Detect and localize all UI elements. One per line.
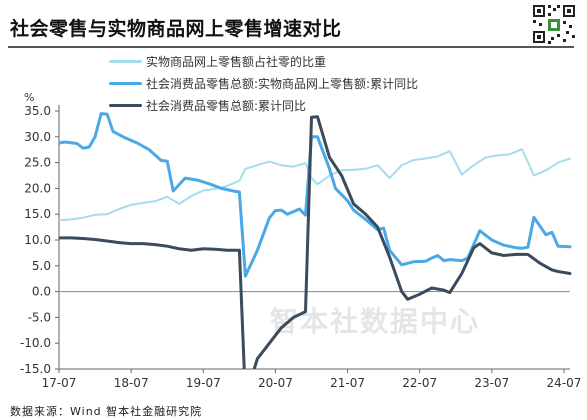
x-tick-label: 19-07: [186, 376, 221, 390]
title-divider: [8, 46, 574, 48]
legend-swatch-retail: [109, 103, 142, 107]
qr-code-icon: [531, 3, 577, 45]
legend-item-retail: 社会消费品零售总额:累计同比: [109, 94, 418, 116]
legend-label-retail: 社会消费品零售总额:累计同比: [146, 98, 307, 113]
legend-label-share: 实物商品网上零售额占社零的比重: [146, 54, 327, 69]
y-tick-label: 20.0: [24, 181, 51, 195]
y-tick-label: 5.0: [32, 259, 51, 273]
x-tick-label: 22-07: [402, 376, 437, 390]
x-tick-label: 24-07: [547, 376, 582, 390]
y-tick-label: 35.0: [24, 104, 51, 118]
y-tick-label: 15.0: [24, 207, 51, 221]
y-tick-label: 25.0: [24, 156, 51, 170]
series-line-share: [59, 148, 571, 222]
legend-label-online: 社会消费品零售总额:实物商品网上零售额:累计同比: [146, 76, 419, 91]
x-tick-label: 23-07: [474, 376, 509, 390]
y-tick-label: -5.0: [28, 310, 51, 324]
legend-item-online: 社会消费品零售总额:实物商品网上零售额:累计同比: [109, 72, 418, 94]
legend-swatch-online: [109, 81, 142, 85]
y-tick-label: -10.0: [20, 336, 51, 350]
legend-swatch-share: [109, 59, 142, 63]
y-tick-label: 10.0: [24, 233, 51, 247]
series-line-retail: [59, 115, 572, 369]
y-axis-unit: %: [24, 91, 35, 104]
y-tick-label: 30.0: [24, 130, 51, 144]
legend-item-share: 实物商品网上零售额占社零的比重: [109, 50, 418, 72]
x-tick-label: 20-07: [258, 376, 293, 390]
x-tick-label: 18-07: [114, 376, 149, 390]
chart-title: 社会零售与实物商品网上零售增速对比: [10, 18, 342, 40]
y-tick-label: 0.0: [32, 285, 51, 299]
y-tick-label: -15.0: [20, 362, 51, 376]
source-note: 数据来源：Wind 智本社金融研究院: [10, 405, 203, 418]
x-tick-label: 17-07: [42, 376, 77, 390]
x-tick-label: 21-07: [330, 376, 365, 390]
chart-legend: 实物商品网上零售额占社零的比重 社会消费品零售总额:实物商品网上零售额:累计同比…: [109, 50, 418, 116]
